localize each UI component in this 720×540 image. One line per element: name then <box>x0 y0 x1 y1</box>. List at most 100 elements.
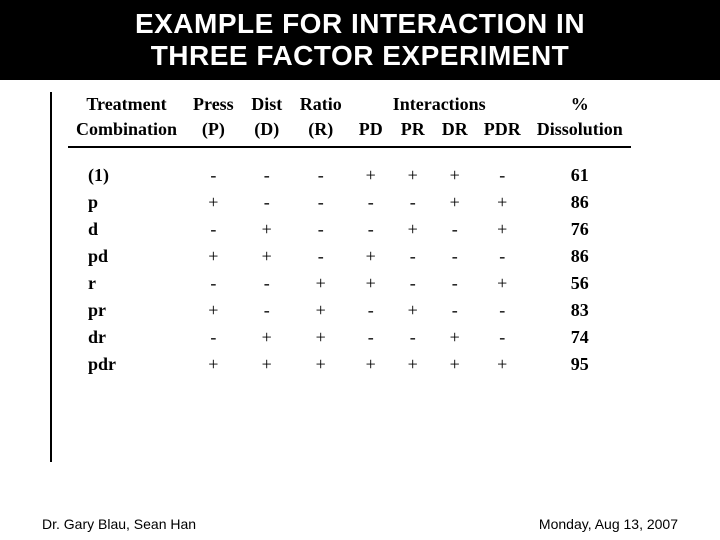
row-sign: + <box>185 243 242 270</box>
row-sign: + <box>434 189 476 216</box>
row-value: 83 <box>529 297 631 324</box>
hdr-ratio: Ratio <box>292 92 350 117</box>
row-label: pd <box>68 243 185 270</box>
row-value: 95 <box>529 351 631 378</box>
vertical-rule <box>50 92 52 462</box>
row-sign: + <box>350 162 392 189</box>
row-sign: - <box>476 324 529 351</box>
row-sign: - <box>242 189 292 216</box>
row-sign: - <box>434 270 476 297</box>
hdr-P: (P) <box>185 117 242 147</box>
hdr-R: (R) <box>292 117 350 147</box>
hdr-PD: PD <box>350 117 392 147</box>
row-sign: - <box>185 324 242 351</box>
row-sign: - <box>392 243 434 270</box>
row-sign: - <box>350 297 392 324</box>
design-table: Treatment Press Dist Ratio Interactions … <box>68 92 631 378</box>
row-sign: - <box>476 162 529 189</box>
hdr-dissolution: Dissolution <box>529 117 631 147</box>
row-sign: - <box>350 324 392 351</box>
hdr-PDR: PDR <box>476 117 529 147</box>
row-value: 56 <box>529 270 631 297</box>
row-sign: - <box>476 243 529 270</box>
row-sign: + <box>476 189 529 216</box>
table-row: pdr+++++++95 <box>68 351 631 378</box>
table-row: pr+-+-+--83 <box>68 297 631 324</box>
row-label: d <box>68 216 185 243</box>
row-sign: - <box>185 162 242 189</box>
footer-authors: Dr. Gary Blau, Sean Han <box>42 516 196 532</box>
row-sign: + <box>242 324 292 351</box>
row-sign: - <box>392 270 434 297</box>
hdr-interactions: Interactions <box>350 92 529 117</box>
table-row: dr-++--+-74 <box>68 324 631 351</box>
row-sign: - <box>185 270 242 297</box>
row-sign: + <box>434 162 476 189</box>
row-sign: + <box>242 351 292 378</box>
row-sign: + <box>350 270 392 297</box>
row-sign: + <box>350 243 392 270</box>
row-sign: - <box>434 216 476 243</box>
row-sign: - <box>292 189 350 216</box>
row-label: r <box>68 270 185 297</box>
row-sign: + <box>292 270 350 297</box>
row-sign: + <box>292 297 350 324</box>
row-sign: - <box>392 189 434 216</box>
row-sign: + <box>242 243 292 270</box>
hdr-pct: % <box>529 92 631 117</box>
row-value: 86 <box>529 189 631 216</box>
table-row: d-+--+-+76 <box>68 216 631 243</box>
table-row: p+----++86 <box>68 189 631 216</box>
row-sign: - <box>434 297 476 324</box>
hdr-DR: DR <box>434 117 476 147</box>
row-sign: + <box>242 216 292 243</box>
row-sign: - <box>242 270 292 297</box>
row-sign: - <box>185 216 242 243</box>
table-row: (1)---+++-61 <box>68 162 631 189</box>
title-line-1: EXAMPLE FOR INTERACTION IN <box>135 8 585 39</box>
hdr-press: Press <box>185 92 242 117</box>
row-label: pr <box>68 297 185 324</box>
row-sign: + <box>185 351 242 378</box>
row-value: 74 <box>529 324 631 351</box>
hdr-PR: PR <box>392 117 434 147</box>
row-sign: - <box>476 297 529 324</box>
row-sign: + <box>185 189 242 216</box>
row-sign: + <box>434 351 476 378</box>
row-sign: - <box>350 189 392 216</box>
row-sign: + <box>350 351 392 378</box>
footer-date: Monday, Aug 13, 2007 <box>539 516 678 532</box>
row-sign: + <box>434 324 476 351</box>
row-sign: - <box>242 162 292 189</box>
row-sign: - <box>292 216 350 243</box>
table-row: r--++--+56 <box>68 270 631 297</box>
title-line-2: THREE FACTOR EXPERIMENT <box>151 40 570 71</box>
row-label: dr <box>68 324 185 351</box>
row-sign: - <box>242 297 292 324</box>
row-sign: - <box>350 216 392 243</box>
row-sign: + <box>392 351 434 378</box>
row-label: (1) <box>68 162 185 189</box>
row-label: pdr <box>68 351 185 378</box>
row-sign: + <box>476 216 529 243</box>
row-sign: + <box>476 351 529 378</box>
row-sign: + <box>292 351 350 378</box>
row-label: p <box>68 189 185 216</box>
row-sign: + <box>392 216 434 243</box>
hdr-combination: Combination <box>68 117 185 147</box>
row-value: 86 <box>529 243 631 270</box>
row-sign: - <box>292 243 350 270</box>
row-value: 76 <box>529 216 631 243</box>
row-sign: + <box>392 297 434 324</box>
row-sign: + <box>292 324 350 351</box>
hdr-D: (D) <box>242 117 292 147</box>
table-row: pd++-+---86 <box>68 243 631 270</box>
hdr-dist: Dist <box>242 92 292 117</box>
row-sign: + <box>476 270 529 297</box>
row-sign: - <box>434 243 476 270</box>
row-sign: - <box>392 324 434 351</box>
row-sign: + <box>392 162 434 189</box>
row-sign: - <box>292 162 350 189</box>
row-sign: + <box>185 297 242 324</box>
table-container: Treatment Press Dist Ratio Interactions … <box>50 92 720 378</box>
